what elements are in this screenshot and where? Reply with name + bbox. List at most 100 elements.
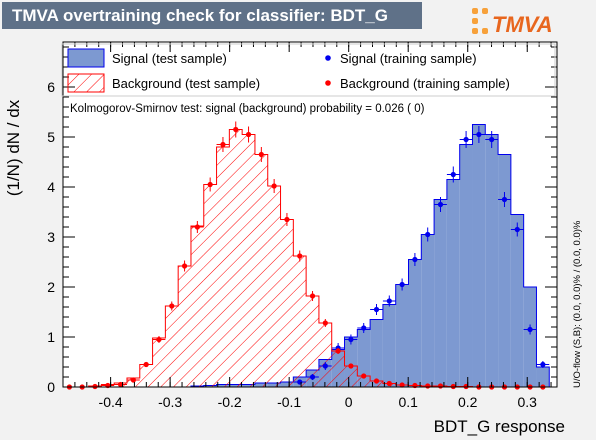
signal-train-point	[489, 136, 495, 143]
legend-background-train-marker	[325, 80, 331, 86]
background-test-bar	[229, 129, 243, 387]
background-train-point	[322, 320, 328, 326]
legend-signal-train-marker	[325, 55, 331, 61]
y-axis-title: (1/N) dN / dx	[4, 99, 23, 196]
signal-test-bar	[382, 304, 396, 387]
logo-text: TMVA	[492, 12, 553, 37]
legend-background-test-swatch	[67, 73, 105, 93]
tmva-logo: TMVA	[472, 8, 553, 37]
x-tick-label: -0.4	[99, 394, 123, 410]
x-tick-label: -0.3	[158, 394, 182, 410]
background-test-bar	[318, 323, 332, 387]
signal-test-bar	[510, 214, 524, 387]
signal-train-point	[322, 363, 328, 369]
background-train-point	[386, 380, 392, 387]
signal-test-bar	[459, 144, 473, 387]
signal-train-point	[450, 171, 456, 178]
background-train-point	[373, 378, 380, 384]
signal-train-point	[386, 298, 392, 304]
signal-test-bar	[523, 287, 537, 387]
signal-train-point	[527, 326, 533, 333]
signal-train-point	[412, 256, 418, 263]
background-test-bar	[306, 296, 319, 387]
signal-test-bar	[421, 234, 435, 387]
background-train-point	[207, 181, 213, 188]
overflow-annotation: U/O-flow (S,B): (0.0, 0.0)% / (0.0, 0.0)…	[572, 220, 583, 388]
legend: Signal (test sample) Background (test sa…	[61, 43, 556, 97]
signal-train-point	[309, 374, 316, 380]
logo-dot	[472, 18, 478, 24]
legend-background-train-label: Background (training sample)	[340, 76, 510, 91]
signal-train-point	[514, 226, 520, 233]
background-train-point	[181, 263, 188, 269]
y-tick-label: 1	[47, 329, 55, 345]
x-tick-label: -0.1	[277, 394, 301, 410]
background-test-bar	[267, 186, 281, 387]
background-train-point	[309, 293, 316, 299]
x-axis-title: BDT_G response	[434, 417, 565, 436]
background-test-bar	[139, 364, 153, 387]
signal-test-bar	[485, 134, 499, 387]
background-train-point	[117, 381, 124, 388]
legend-frame	[61, 43, 556, 97]
logo-dot	[472, 28, 478, 34]
y-tick-label: 4	[47, 179, 55, 195]
background-train-point	[284, 216, 290, 223]
background-test-bar	[203, 184, 217, 387]
background-train-point	[233, 126, 239, 133]
background-test-bar	[344, 366, 358, 387]
background-train-point	[399, 382, 405, 388]
background-train-point	[245, 131, 252, 138]
background-test-bar	[165, 306, 179, 387]
signal-test-bar	[472, 124, 486, 387]
background-test-bar	[190, 226, 204, 387]
plot-frame	[62, 41, 558, 388]
background-train-point	[194, 224, 200, 230]
signal-test-bar	[357, 329, 371, 387]
background-test-bar	[357, 376, 371, 387]
ks-test-annotation: Kolmogorov-Smirnov test: signal (backgro…	[70, 103, 425, 115]
background-train-point	[437, 383, 444, 389]
signal-train-point	[348, 336, 354, 343]
logo-dot	[482, 8, 488, 14]
background-test-bar	[216, 147, 230, 387]
x-tick-label: 0.3	[518, 394, 538, 410]
signal-test-bar	[536, 367, 550, 387]
y-tick-label: 3	[47, 229, 55, 245]
signal-test-bar	[370, 319, 383, 387]
signal-train-point	[463, 136, 469, 143]
background-train-point	[258, 151, 264, 158]
background-train-point	[348, 363, 354, 369]
signal-test-bar	[395, 284, 409, 387]
signal-train-point	[540, 361, 546, 368]
background-test-bar	[370, 381, 383, 387]
background-train-point	[130, 377, 136, 383]
background-train-point	[169, 303, 175, 309]
background-test-bar	[242, 134, 255, 387]
background-train-point	[335, 348, 341, 354]
legend-signal-test-swatch	[67, 48, 105, 68]
background-train-point	[271, 183, 277, 189]
y-tick-label: 6	[47, 79, 55, 95]
x-tick-label: -0.2	[218, 394, 242, 410]
background-train-point	[425, 383, 431, 389]
legend-background-test-label: Background (test sample)	[112, 76, 260, 91]
x-tick-label: 0.2	[458, 394, 478, 410]
logo-dot	[472, 8, 478, 14]
legend-signal-train-label: Signal (training sample)	[340, 51, 477, 66]
plot-title: TMVA overtraining check for classifier: …	[2, 2, 422, 29]
x-tick-label: 0	[345, 394, 353, 410]
signal-train-point	[373, 306, 380, 313]
background-test-bar	[178, 266, 191, 387]
signal-train-point	[437, 201, 444, 208]
background-test-bar	[254, 154, 268, 387]
signal-train-point	[361, 325, 367, 331]
y-tick-label: 0	[47, 379, 55, 395]
background-train-point	[220, 141, 226, 148]
y-tick-label: 5	[47, 129, 55, 145]
y-tick-label: 2	[47, 279, 55, 295]
background-test-bar	[331, 351, 345, 387]
signal-test-bar	[446, 179, 460, 387]
background-train-point	[143, 361, 149, 368]
